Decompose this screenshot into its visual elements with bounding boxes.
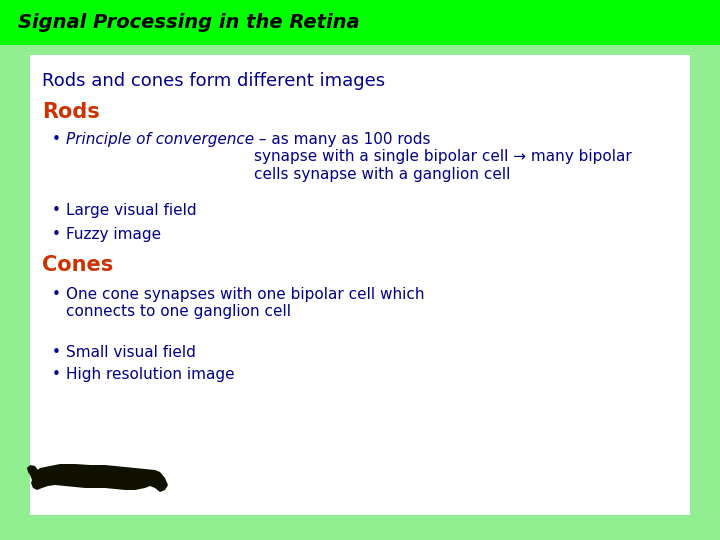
Text: – as many as 100 rods
synapse with a single bipolar cell → many bipolar
cells sy: – as many as 100 rods synapse with a sin… <box>254 132 632 182</box>
Text: Principle of convergence: Principle of convergence <box>66 132 254 147</box>
Text: •: • <box>52 287 61 302</box>
Text: One cone synapses with one bipolar cell which
connects to one ganglion cell: One cone synapses with one bipolar cell … <box>66 287 425 319</box>
Text: Rods: Rods <box>42 102 100 122</box>
Text: •: • <box>52 203 61 218</box>
Text: •: • <box>52 227 61 242</box>
Text: •: • <box>52 345 61 360</box>
Polygon shape <box>27 465 40 480</box>
Text: Small visual field: Small visual field <box>66 345 196 360</box>
Text: Cones: Cones <box>42 255 113 275</box>
Polygon shape <box>31 464 168 492</box>
Text: High resolution image: High resolution image <box>66 367 235 382</box>
Text: Large visual field: Large visual field <box>66 203 197 218</box>
FancyBboxPatch shape <box>30 55 690 515</box>
Text: Rods and cones form different images: Rods and cones form different images <box>42 72 385 90</box>
Text: Fuzzy image: Fuzzy image <box>66 227 161 242</box>
Text: •: • <box>52 367 61 382</box>
Text: Signal Processing in the Retina: Signal Processing in the Retina <box>18 14 359 32</box>
FancyBboxPatch shape <box>0 0 720 45</box>
Text: •: • <box>52 132 61 147</box>
